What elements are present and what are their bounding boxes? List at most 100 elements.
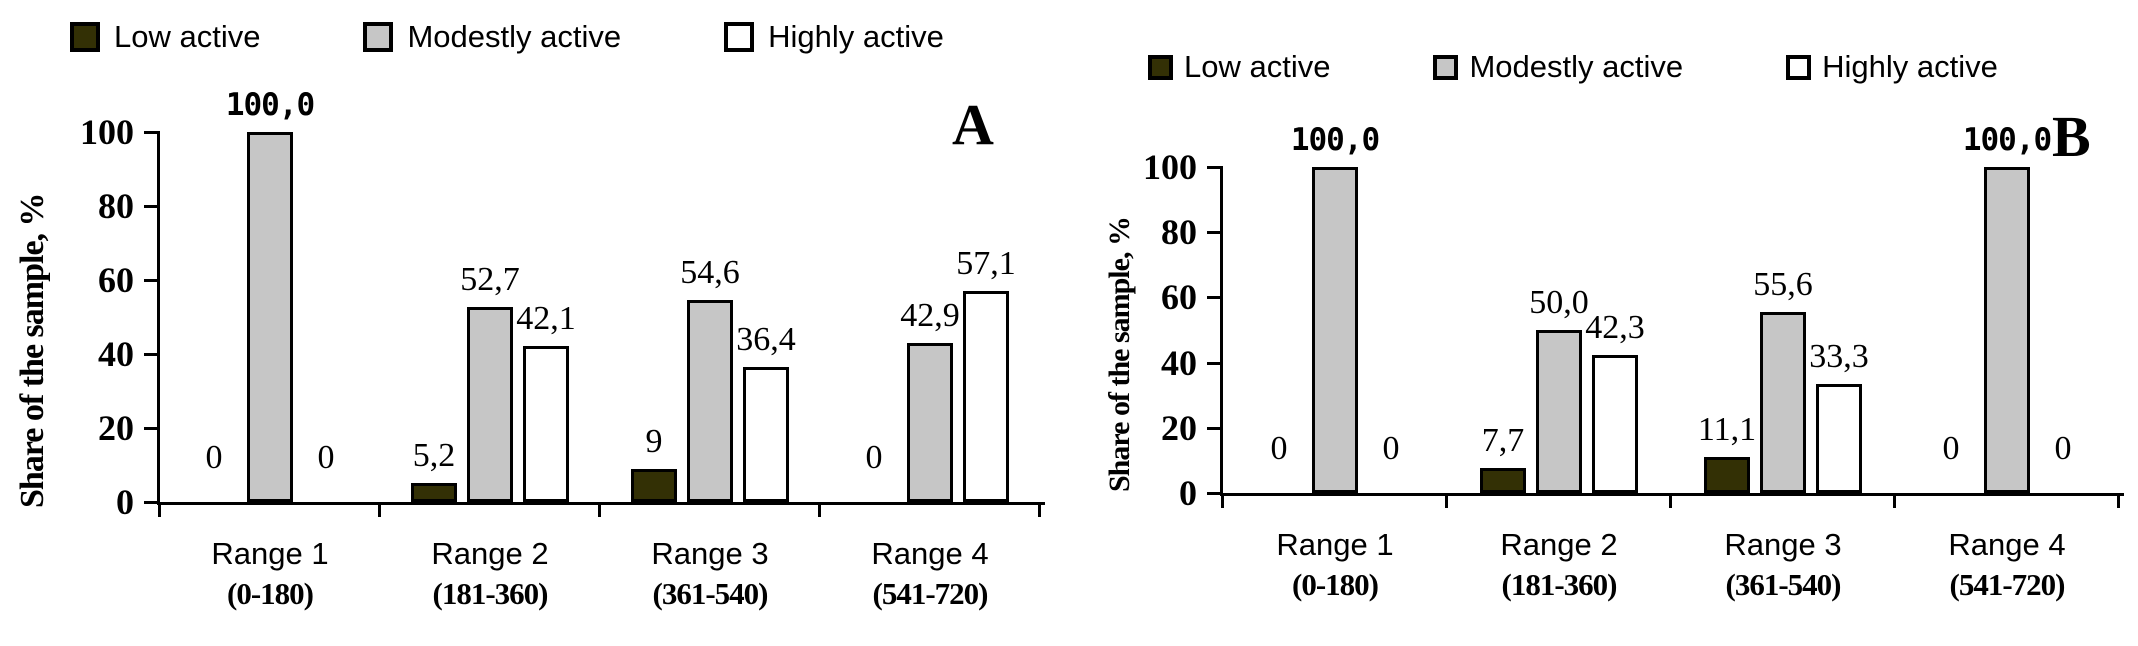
x-label-range-bounds: (0-180) xyxy=(1292,567,1379,602)
x-label-range-bounds: (181-360) xyxy=(432,576,549,611)
bar-value-label: 54,6 xyxy=(680,254,740,291)
panel-letter-a: A xyxy=(952,92,994,157)
legend-item-low-active: Low active xyxy=(70,20,260,54)
bar-slot-modestly-active: 100,0 xyxy=(1291,122,1380,493)
y-tick-mark xyxy=(1207,296,1223,300)
bar-value-label: 100,0 xyxy=(225,87,315,123)
bar-low-active-range-2 xyxy=(1480,468,1526,493)
bar-highly-active-range-2 xyxy=(523,346,569,502)
x-category-label-range-2: Range 2 (181-360) xyxy=(380,534,600,614)
legend-label: Modestly active xyxy=(1469,49,1684,84)
legend: Low active Modestly active Highly active xyxy=(70,20,944,54)
bar-low-active-range-3 xyxy=(631,469,677,502)
y-tick-label: 60 xyxy=(98,260,134,300)
bar-slot-modestly-active: 42,9 xyxy=(900,132,960,502)
low-active-swatch xyxy=(70,22,100,52)
y-tick-label: 40 xyxy=(98,334,134,374)
legend-item-modestly-active: Modestly active xyxy=(363,20,621,54)
bar-slot-modestly-active: 55,6 xyxy=(1753,167,1813,493)
x-category-label-range-4: Range 4 (541-720) xyxy=(1895,525,2119,605)
x-label-range-name: Range 3 xyxy=(651,536,769,571)
bar-slot-low-active: 0 xyxy=(1928,167,1974,493)
bar-slot-low-active: 0 xyxy=(1256,167,1302,493)
bar-value-label: 0 xyxy=(317,439,335,476)
bar-group-range-2: 7,7 50,0 42,3 xyxy=(1447,167,1671,493)
y-tick-label: 20 xyxy=(1161,407,1197,448)
panel-letter-b: B xyxy=(2052,104,2091,169)
bar-value-label: 57,1 xyxy=(956,245,1016,282)
bar-slot-modestly-active: 54,6 xyxy=(680,132,740,502)
x-tick-mark xyxy=(378,502,381,517)
x-tick-mark xyxy=(1669,493,1672,508)
bar-highly-active-range-3 xyxy=(1816,384,1862,493)
x-label-range-name: Range 1 xyxy=(1276,527,1394,562)
x-tick-mark xyxy=(2117,493,2120,508)
modestly-active-swatch xyxy=(363,22,394,52)
bar-group-range-1: 0 100,0 0 xyxy=(160,87,380,502)
bar-slot-highly-active: 42,1 xyxy=(516,132,576,502)
bar-value-label: 42,1 xyxy=(516,300,576,337)
y-tick-label: 20 xyxy=(98,408,134,448)
bar-slot-modestly-active: 52,7 xyxy=(460,132,520,502)
bar-value-label: 52,7 xyxy=(460,261,520,298)
bar-group-range-4: 0 100,0 0 xyxy=(1895,122,2119,493)
bar-value-label: 5,2 xyxy=(412,437,456,474)
bar-slot-low-active: 9 xyxy=(631,132,677,502)
legend: Low active Modestly active Highly active xyxy=(1148,50,1998,84)
bar-value-label: 0 xyxy=(2054,430,2072,467)
bar-group-range-2: 5,2 52,7 42,1 xyxy=(380,132,600,502)
bar-value-label: 0 xyxy=(1942,430,1960,467)
y-axis-line xyxy=(157,132,160,505)
y-tick-label: 100 xyxy=(80,112,134,152)
highly-active-swatch xyxy=(724,22,755,52)
x-category-label-range-3: Range 3 (361-540) xyxy=(600,534,820,614)
chart-panel-a: Low active Modestly active Highly active S… xyxy=(14,20,1045,614)
x-tick-mark xyxy=(158,502,161,517)
bar-low-active-range-3 xyxy=(1704,457,1750,493)
bar-slot-low-active: 11,1 xyxy=(1698,167,1756,493)
x-tick-mark xyxy=(1893,493,1896,508)
highly-active-swatch xyxy=(1786,54,1812,80)
x-category-label-range-4: Range 4 (541-720) xyxy=(820,534,1040,614)
x-tick-mark xyxy=(818,502,821,517)
low-active-swatch xyxy=(1148,54,1173,80)
bar-slot-highly-active: 0 xyxy=(2040,167,2086,493)
bar-modestly-active-range-2 xyxy=(1536,330,1582,493)
legend-label: Highly active xyxy=(1822,49,1998,84)
bar-value-label: 100,0 xyxy=(1290,122,1380,158)
x-label-range-name: Range 3 xyxy=(1724,527,1842,562)
bar-value-label: 100,0 xyxy=(1962,122,2052,158)
bar-group-range-4: 0 42,9 57,1 xyxy=(820,132,1040,502)
bar-group-range-3: 11,1 55,6 33,3 xyxy=(1671,167,1895,493)
legend-label: Low active xyxy=(114,19,261,54)
bar-value-label: 11,1 xyxy=(1697,411,1757,448)
y-tick-mark xyxy=(144,131,160,134)
x-axis-line xyxy=(1220,493,2124,496)
bar-value-label: 42,9 xyxy=(900,297,960,334)
bar-slot-highly-active: 33,3 xyxy=(1809,167,1869,493)
y-tick-mark xyxy=(144,353,160,356)
x-tick-mark xyxy=(598,502,601,517)
bar-value-label: 0 xyxy=(1382,430,1400,467)
y-axis-line xyxy=(1220,167,1223,496)
x-label-range-name: Range 4 xyxy=(871,536,989,571)
y-tick-label: 40 xyxy=(1161,342,1197,383)
y-tick-mark xyxy=(1207,361,1223,365)
bar-slot-low-active: 7,7 xyxy=(1480,167,1526,493)
legend-item-highly-active: Highly active xyxy=(1786,50,1998,84)
bar-highly-active-range-4 xyxy=(963,291,1009,502)
x-category-label-range-2: Range 2 (181-360) xyxy=(1447,525,1671,605)
chart-panel-b: Low active Modestly active Highly active S… xyxy=(1069,0,2138,646)
bar-slot-highly-active: 0 xyxy=(1368,167,1414,493)
bar-value-label: 36,4 xyxy=(736,321,796,358)
x-label-range-bounds: (541-720) xyxy=(1949,567,2066,602)
bar-highly-active-range-3 xyxy=(743,367,789,502)
bar-highly-active-range-2 xyxy=(1592,355,1638,493)
x-label-range-bounds: (541-720) xyxy=(872,576,989,611)
y-tick-label: 100 xyxy=(1143,147,1197,187)
bar-value-label: 0 xyxy=(205,439,223,476)
y-tick-mark xyxy=(144,279,160,282)
x-tick-mark xyxy=(1445,493,1448,508)
y-tick-label: 0 xyxy=(1179,473,1197,513)
